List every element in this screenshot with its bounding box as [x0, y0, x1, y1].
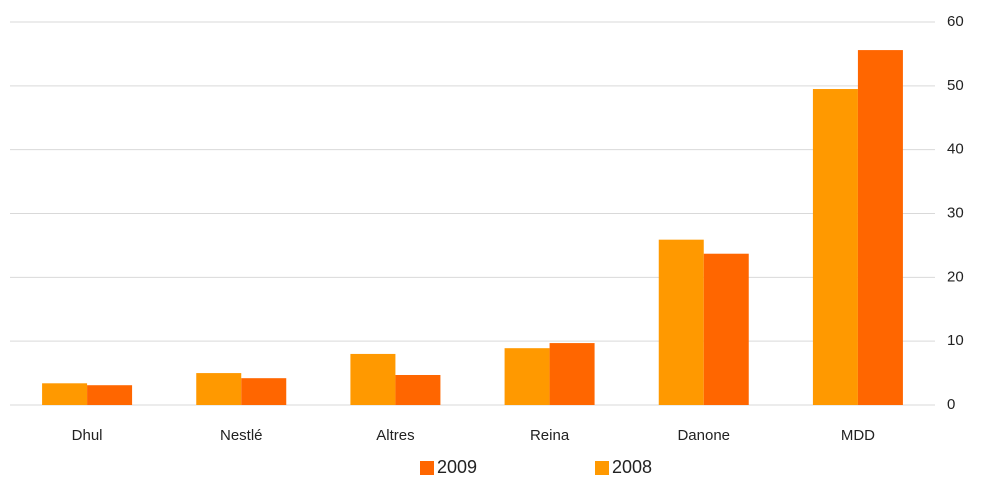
y-tick-label: 50: [947, 77, 964, 94]
x-tick-label: Danone: [677, 427, 730, 444]
x-tick-label: Altres: [376, 427, 414, 444]
bar: [395, 374, 441, 405]
y-tick-label: 20: [947, 268, 964, 285]
y-tick-label: 60: [947, 13, 964, 30]
bar: [196, 373, 242, 405]
legend-swatch: [595, 461, 609, 475]
bar: [658, 239, 704, 405]
bar: [812, 89, 858, 406]
bar: [241, 378, 287, 405]
legend-swatch: [420, 461, 434, 475]
x-tick-label: Reina: [530, 427, 570, 444]
x-tick-label: MDD: [841, 427, 875, 444]
legend-label: 2008: [612, 457, 652, 477]
bar: [42, 383, 88, 405]
y-tick-label: 0: [947, 396, 955, 413]
bar: [504, 348, 550, 405]
bar: [857, 50, 903, 405]
bar: [549, 343, 595, 405]
y-tick-label: 10: [947, 332, 964, 349]
x-tick-label: Dhul: [72, 427, 103, 444]
bar: [703, 253, 749, 405]
x-tick-label: Nestlé: [220, 427, 263, 444]
legend-label: 2009: [437, 457, 477, 477]
y-tick-label: 40: [947, 141, 964, 158]
bar: [350, 353, 396, 405]
bar: [87, 385, 133, 405]
y-tick-label: 30: [947, 204, 964, 221]
